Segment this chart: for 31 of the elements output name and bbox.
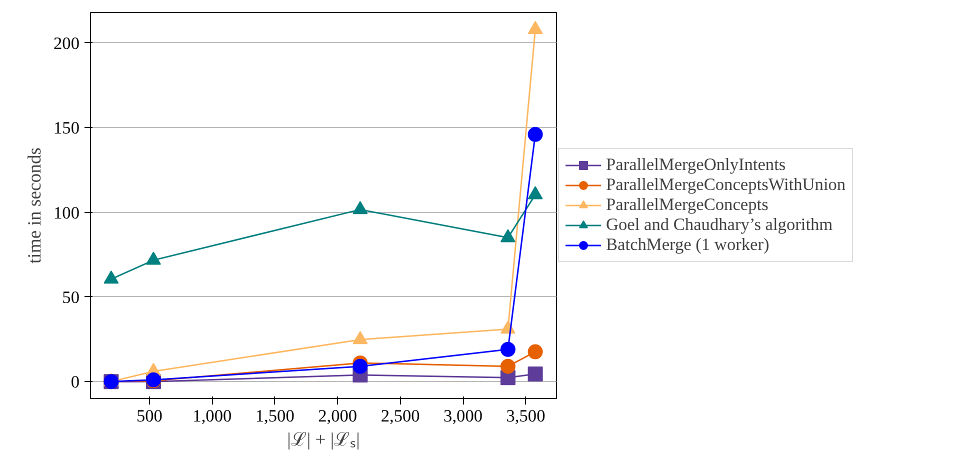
point	[500, 358, 516, 374]
legend-label: ParallelMergeConcepts	[606, 195, 768, 215]
y-axis-title: time in seconds	[24, 147, 46, 264]
legend-label: ParallelMergeConceptsWithUnion	[606, 175, 846, 195]
x-tick-label: 1,000	[192, 406, 232, 426]
point	[528, 20, 543, 34]
legend-label: ParallelMergeOnlyIntents	[606, 155, 786, 175]
legend-label: Goel and Chaudhary’s algorithm	[606, 215, 833, 235]
point	[352, 358, 368, 374]
point	[352, 331, 368, 344]
y-tick-label: 50	[62, 288, 80, 307]
point	[528, 344, 543, 360]
x-tick-label: 500	[136, 406, 162, 426]
y-tick-label: 200	[54, 34, 80, 53]
point	[528, 366, 543, 382]
point	[104, 270, 119, 284]
x-tick-label: 1,500	[255, 406, 294, 426]
x-tick-label: 3,500	[506, 406, 546, 426]
y-tick-label: 100	[54, 203, 80, 222]
point	[500, 342, 516, 357]
legend-label: BatchMerge (1 worker)	[606, 235, 770, 255]
x-tick-label: 2,000	[318, 406, 358, 426]
x-tick-label: 2,500	[380, 406, 420, 426]
x-tick-label: 3,000	[444, 406, 483, 426]
point	[500, 229, 516, 242]
point	[352, 200, 368, 214]
point	[528, 186, 543, 200]
x-axis-title: |ℒ| + |ℒₛ|	[287, 430, 360, 450]
point	[146, 252, 161, 265]
y-tick-label: 0	[70, 372, 80, 392]
y-tick-label: 150	[54, 118, 80, 138]
